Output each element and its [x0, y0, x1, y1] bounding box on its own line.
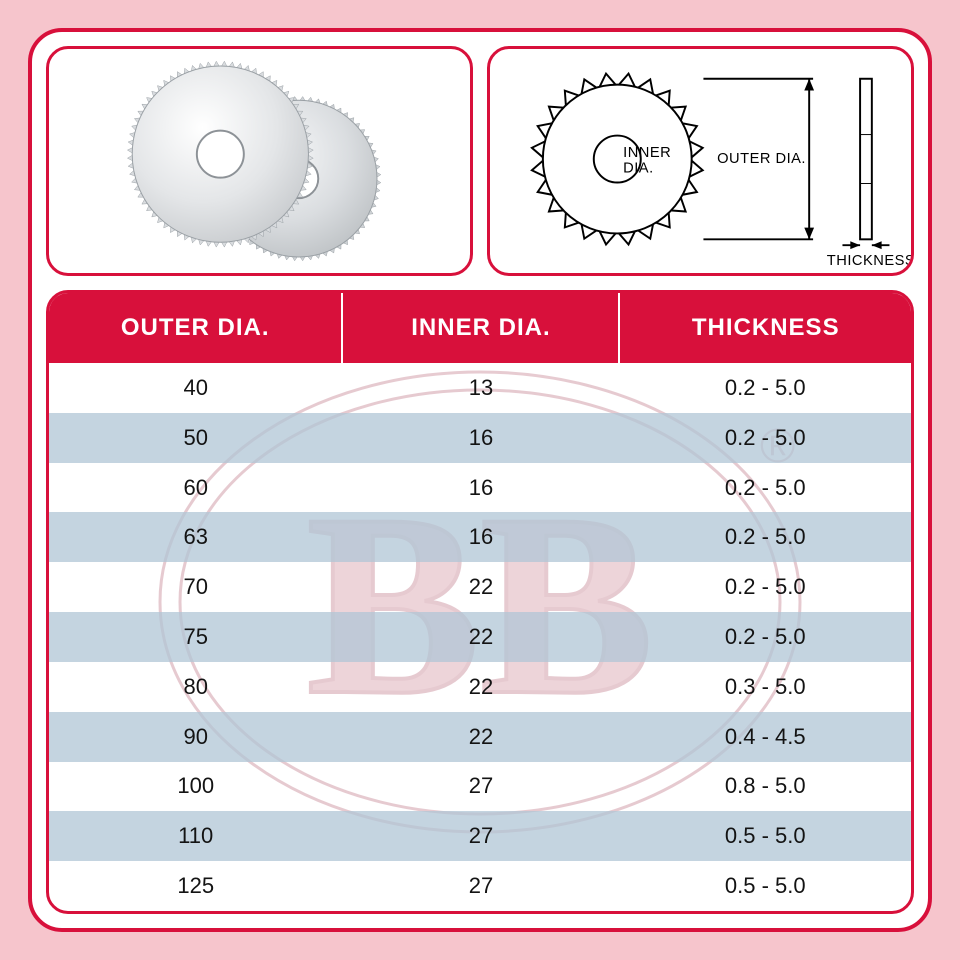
- table-row: 50160.2 - 5.0: [49, 413, 911, 463]
- inner-dia-label-1: INNER: [623, 145, 671, 161]
- table-cell: 0.3 - 5.0: [619, 662, 911, 712]
- table-row: 90220.4 - 4.5: [49, 712, 911, 762]
- table-row: 60160.2 - 5.0: [49, 463, 911, 513]
- product-card: INNER DIA. OUTER DIA. THICKNESS: [28, 28, 932, 932]
- table-cell: 13: [342, 363, 619, 413]
- blade-photo-icon: [49, 49, 470, 273]
- table-cell: 80: [49, 662, 342, 712]
- table-cell: 75: [49, 612, 342, 662]
- table-row: 63160.2 - 5.0: [49, 512, 911, 562]
- table-cell: 125: [49, 861, 342, 911]
- table-cell: 0.4 - 4.5: [619, 712, 911, 762]
- table-cell: 100: [49, 762, 342, 812]
- table-cell: 40: [49, 363, 342, 413]
- spec-table-container: BB ® OUTER DIA. INNER DIA. THICKNESS 401…: [46, 290, 914, 914]
- col-header-outer: OUTER DIA.: [49, 293, 342, 363]
- table-cell: 0.2 - 5.0: [619, 363, 911, 413]
- top-row: INNER DIA. OUTER DIA. THICKNESS: [46, 46, 914, 276]
- table-cell: 27: [342, 811, 619, 861]
- table-row: 80220.3 - 5.0: [49, 662, 911, 712]
- product-photo-pane: [46, 46, 473, 276]
- table-cell: 16: [342, 512, 619, 562]
- table-cell: 22: [342, 612, 619, 662]
- dimension-diagram-pane: INNER DIA. OUTER DIA. THICKNESS: [487, 46, 914, 276]
- table-cell: 27: [342, 762, 619, 812]
- dimension-diagram-icon: INNER DIA. OUTER DIA. THICKNESS: [490, 49, 911, 273]
- col-header-inner: INNER DIA.: [342, 293, 619, 363]
- table-cell: 0.2 - 5.0: [619, 512, 911, 562]
- table-cell: 50: [49, 413, 342, 463]
- table-cell: 90: [49, 712, 342, 762]
- table-row: 70220.2 - 5.0: [49, 562, 911, 612]
- table-row: 40130.2 - 5.0: [49, 363, 911, 413]
- table-cell: 16: [342, 463, 619, 513]
- table-cell: 0.5 - 5.0: [619, 811, 911, 861]
- table-row: 75220.2 - 5.0: [49, 612, 911, 662]
- col-header-thickness: THICKNESS: [619, 293, 911, 363]
- table-cell: 60: [49, 463, 342, 513]
- table-cell: 0.2 - 5.0: [619, 463, 911, 513]
- table-cell: 110: [49, 811, 342, 861]
- thickness-label: THICKNESS: [827, 253, 911, 269]
- table-cell: 0.2 - 5.0: [619, 612, 911, 662]
- table-cell: 0.2 - 5.0: [619, 413, 911, 463]
- table-cell: 22: [342, 712, 619, 762]
- table-cell: 27: [342, 861, 619, 911]
- table-row: 100270.8 - 5.0: [49, 762, 911, 812]
- spec-table: OUTER DIA. INNER DIA. THICKNESS 40130.2 …: [49, 293, 911, 911]
- table-row: 125270.5 - 5.0: [49, 861, 911, 911]
- table-cell: 70: [49, 562, 342, 612]
- table-cell: 63: [49, 512, 342, 562]
- outer-dia-label: OUTER DIA.: [717, 151, 806, 167]
- table-cell: 22: [342, 562, 619, 612]
- table-cell: 16: [342, 413, 619, 463]
- table-cell: 0.5 - 5.0: [619, 861, 911, 911]
- table-cell: 0.8 - 5.0: [619, 762, 911, 812]
- inner-dia-label-2: DIA.: [623, 161, 654, 177]
- table-row: 110270.5 - 5.0: [49, 811, 911, 861]
- table-cell: 0.2 - 5.0: [619, 562, 911, 612]
- table-cell: 22: [342, 662, 619, 712]
